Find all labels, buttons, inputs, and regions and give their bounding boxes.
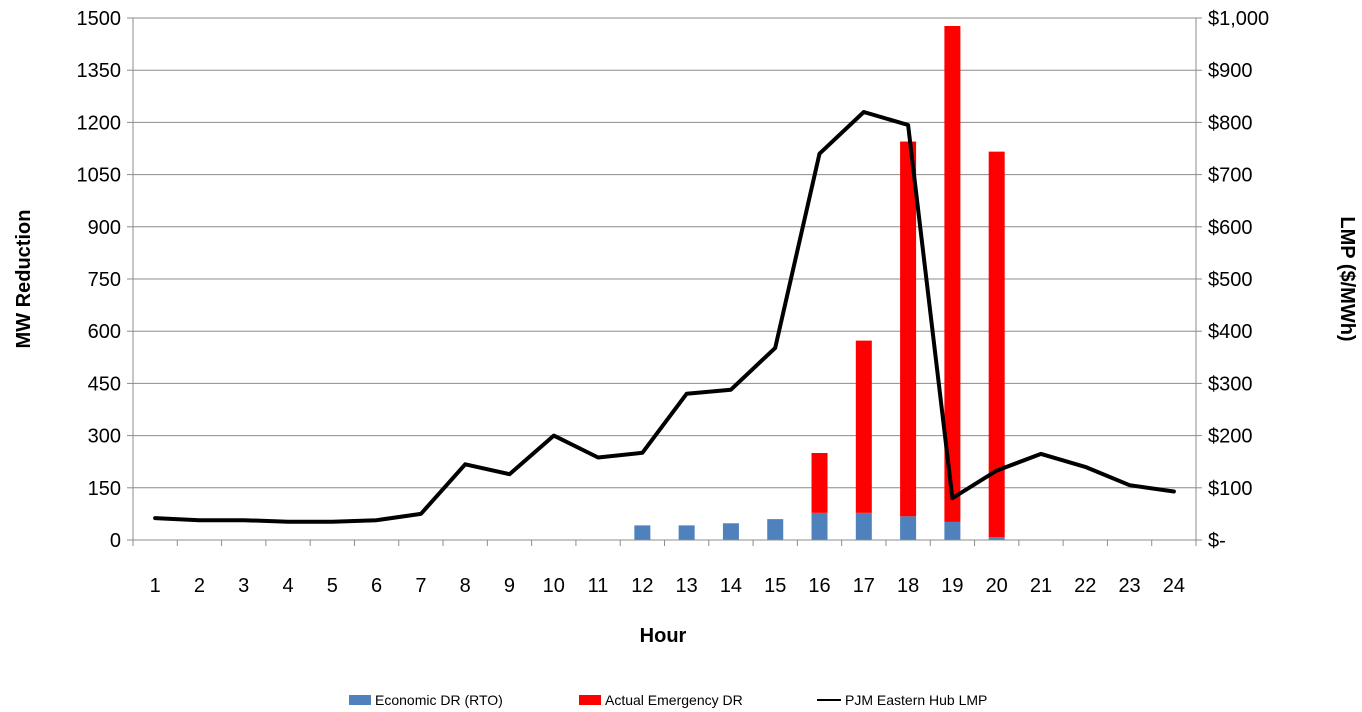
y2-tick-label: $700 [1208,165,1253,187]
right-axis-ticks: $- $100 $200 $300 $400 $500 $600 $700 $800 $900 $1… [1208,8,1269,552]
y-tick-label: 1350 [77,60,122,82]
x-tick-label: 7 [415,575,426,597]
x-tick-label: 23 [1118,575,1140,597]
x-tick-label: 8 [460,575,471,597]
x-tick-label: 13 [676,575,698,597]
x-tick-label: 2 [194,575,205,597]
y2-tick-label: $300 [1208,373,1253,395]
line-series [153,110,1176,524]
y2-tick-label: $400 [1208,321,1253,343]
economic-dr-bar [678,525,695,540]
economic-dr-bar [900,516,917,540]
y2-tick-label: $600 [1208,217,1253,239]
y-tick-label: 0 [110,530,121,552]
legend-swatch [349,695,371,705]
emergency-dr-bar [900,141,917,517]
x-tick-label: 10 [543,575,565,597]
x-tick-label: 12 [631,575,653,597]
x-tick-label: 16 [808,575,830,597]
x-tick-label: 11 [588,575,609,597]
economic-dr-bar [944,521,961,540]
y-tick-label: 1200 [77,112,122,134]
x-axis-ticks: 1 2 3 4 5 6 7 8 9 10 11 12 13 14 15 16 17 18 19 20 21 22 23 24 [150,575,1185,597]
x-axis-title: Hour [640,625,687,647]
x-tick-label: 3 [238,575,249,597]
economic-dr-bar [855,512,872,540]
y-tick-label: 150 [88,478,121,500]
y2-tick-label: $900 [1208,60,1253,82]
x-tick-label: 22 [1074,575,1096,597]
legend-swatch [579,695,601,705]
x-tick-label: 14 [720,575,742,597]
y-tick-label: 300 [88,426,121,448]
x-tick-label: 15 [764,575,786,597]
bar-series [634,26,1005,540]
legend-label: Actual Emergency DR [605,692,743,708]
y2-tick-label: $1,000 [1208,8,1269,30]
economic-dr-bar [988,537,1005,540]
legend-label: Economic DR (RTO) [375,692,503,708]
economic-dr-bar [634,525,651,540]
y2-axis-title: LMP ($/MWh) [1336,216,1358,341]
y-tick-label: 900 [88,217,121,239]
y-tick-label: 1500 [77,8,122,30]
x-tick-label: 5 [327,575,338,597]
x-tick-label: 6 [371,575,382,597]
emergency-dr-bar [855,340,872,513]
economic-dr-bar [811,512,828,540]
x-tick-label: 17 [853,575,875,597]
emergency-dr-bar [988,151,1005,538]
legend-label: PJM Eastern Hub LMP [845,692,987,708]
y2-tick-label: $800 [1208,112,1253,134]
economic-dr-bar [767,519,784,540]
left-axis-ticks: 0 150 300 450 600 750 900 1050 1200 1350 1500 [77,8,122,552]
x-tick-label: 19 [941,575,963,597]
x-tick-label: 21 [1030,575,1052,597]
axes [127,17,1202,546]
y-tick-label: 450 [88,373,121,395]
x-tick-label: 20 [986,575,1008,597]
x-tick-label: 24 [1163,575,1185,597]
emergency-dr-bar [811,453,828,513]
y-tick-label: 1050 [77,165,122,187]
y-tick-label: 600 [88,321,121,343]
x-tick-label: 9 [504,575,515,597]
y2-tick-label: $- [1208,530,1226,552]
economic-dr-bar [722,523,739,540]
y2-tick-label: $200 [1208,426,1253,448]
y-tick-label: 750 [88,269,121,291]
gridlines [133,17,1196,489]
x-tick-label: 18 [897,575,919,597]
y2-tick-label: $100 [1208,478,1253,500]
emergency-dr-bar [944,26,961,522]
x-tick-label: 1 [150,575,161,597]
x-tick-label: 4 [282,575,293,597]
y-axis-title: MW Reduction [13,210,35,349]
y2-tick-label: $500 [1208,269,1253,291]
lmp-line [153,110,1176,524]
legend: Economic DR (RTO) Actual Emergency DR PJM … [349,692,987,708]
